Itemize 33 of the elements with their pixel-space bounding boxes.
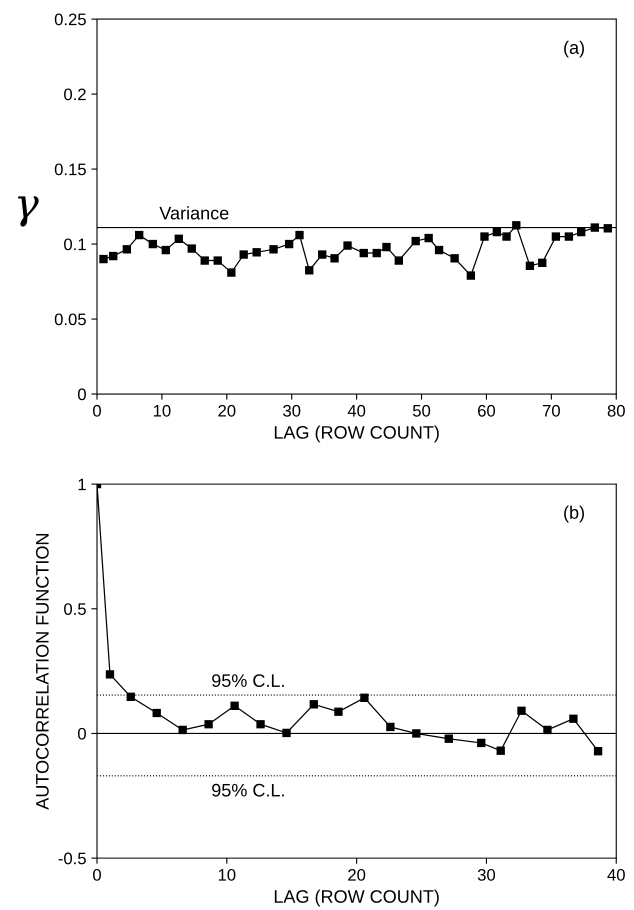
x-tick-label: 0 [93, 404, 101, 417]
x-tick-label: 40 [607, 868, 625, 881]
y-axis-title: γ [18, 196, 39, 227]
y-tick-label: 0.05 [54, 313, 86, 326]
ref-line-label: 95% C.L. [212, 784, 284, 797]
x-tick-label: 0 [93, 868, 101, 881]
x-tick-label: 60 [478, 404, 496, 417]
x-tick-label: 50 [412, 404, 430, 417]
y-tick-label: 0 [78, 388, 86, 400]
y-tick-label: 0.15 [54, 163, 86, 176]
x-axis-title: LAG (ROW COUNT) [274, 890, 439, 906]
x-tick-label: 80 [608, 404, 625, 417]
y-tick-label: 0.1 [64, 238, 86, 250]
y-tick-label: 1 [78, 478, 86, 490]
annotation: (b) [564, 506, 584, 522]
y-axis-title: AUTOCORRELATION FUNCTION [36, 534, 49, 810]
ref-line-label: 95% C.L. [212, 674, 284, 688]
y-tick-label: 0.5 [64, 603, 86, 615]
x-tick-label: 40 [348, 404, 366, 417]
annotation: (a) [564, 40, 584, 58]
y-tick-label: -0.5 [58, 852, 86, 864]
x-tick-label: 20 [218, 404, 236, 417]
x-tick-label: 70 [542, 404, 560, 417]
y-tick-label: 0.2 [64, 88, 86, 100]
x-tick-label: 10 [154, 404, 171, 417]
x-tick-label: 30 [283, 404, 300, 417]
y-tick-label: 0 [78, 728, 86, 740]
ref-line-label: Variance [159, 206, 228, 220]
y-tick-label: 0.25 [54, 14, 86, 26]
x-tick-label: 10 [218, 868, 236, 881]
x-axis-title: LAG (ROW COUNT) [274, 426, 439, 442]
x-tick-label: 30 [478, 868, 496, 881]
x-tick-label: 20 [348, 868, 366, 881]
